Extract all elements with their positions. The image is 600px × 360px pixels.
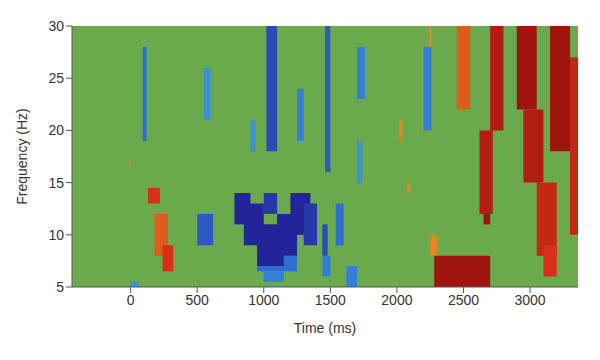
svg-text:20: 20 <box>48 122 64 138</box>
svg-text:Time (ms): Time (ms) <box>294 320 356 336</box>
svg-text:3000: 3000 <box>514 292 545 308</box>
svg-text:15: 15 <box>48 175 64 191</box>
svg-text:1000: 1000 <box>248 292 279 308</box>
svg-text:10: 10 <box>48 227 64 243</box>
svg-text:25: 25 <box>48 70 64 86</box>
svg-text:0: 0 <box>127 292 135 308</box>
svg-text:30: 30 <box>48 18 64 34</box>
svg-text:500: 500 <box>185 292 209 308</box>
svg-text:1500: 1500 <box>315 292 346 308</box>
svg-text:Frequency (Hz): Frequency (Hz) <box>14 108 30 204</box>
svg-text:2500: 2500 <box>448 292 479 308</box>
svg-text:5: 5 <box>56 279 64 295</box>
svg-text:2000: 2000 <box>381 292 412 308</box>
